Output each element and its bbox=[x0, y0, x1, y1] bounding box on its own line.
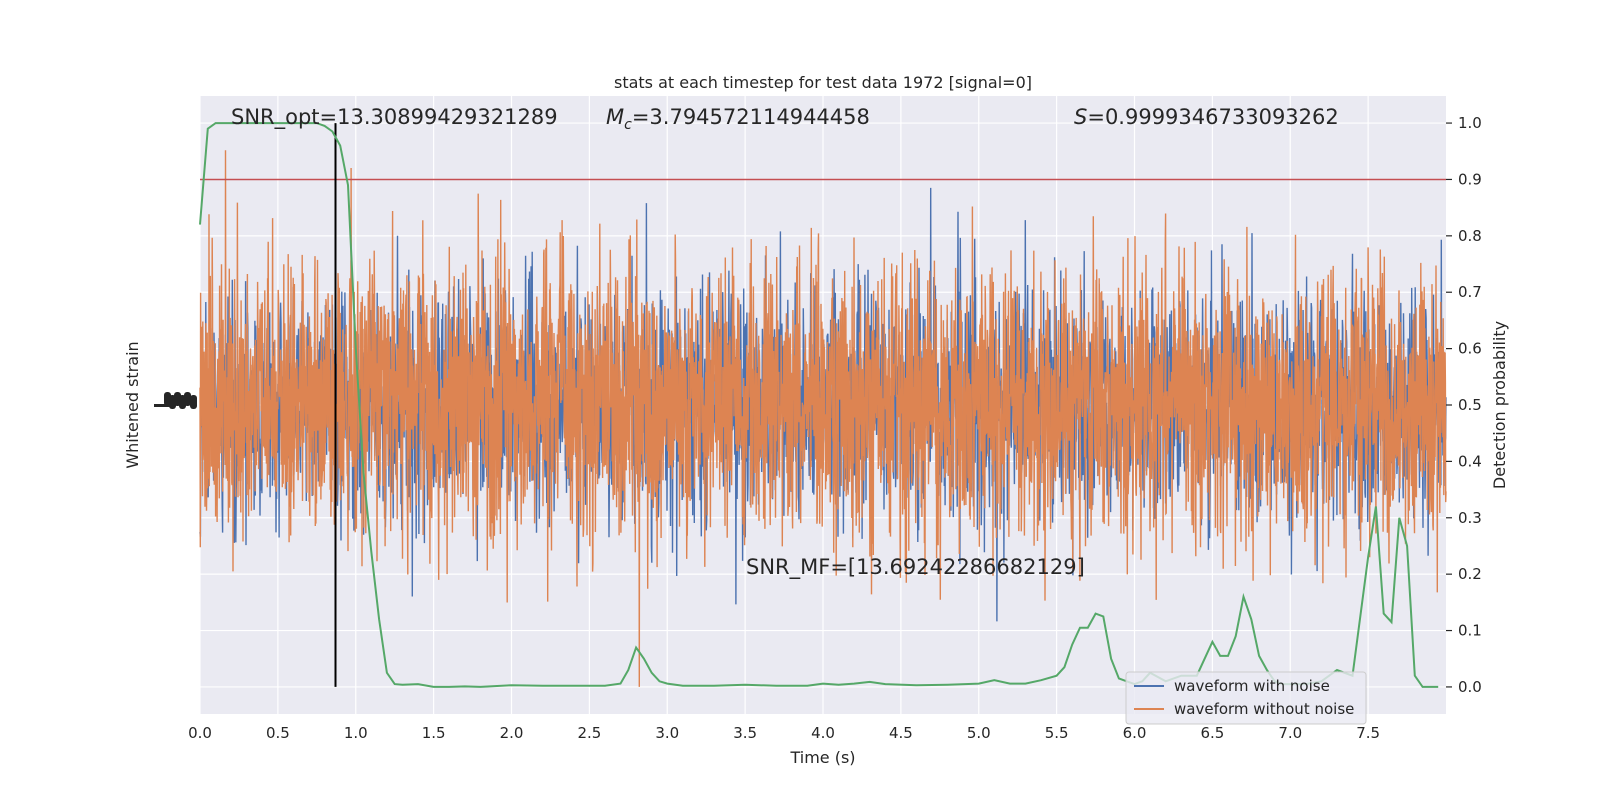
right-tick-label: 0.8 bbox=[1458, 227, 1482, 245]
x-tick-label: 1.0 bbox=[344, 724, 368, 742]
s-annotation: S=0.9999346733093262 bbox=[1074, 105, 1339, 129]
x-tick-label: 6.5 bbox=[1200, 724, 1224, 742]
right-axis-ticks: 0.0 0.1 0.2 0.3 0.4 0.5 0.6 0.7 0.8 0.9 1.0 bbox=[1446, 114, 1482, 696]
legend: waveform with noise waveform without noi… bbox=[1125, 671, 1367, 725]
x-tick-label: 7.0 bbox=[1278, 724, 1302, 742]
right-tick-label: 0.2 bbox=[1458, 565, 1482, 583]
right-tick-label: 0.5 bbox=[1458, 396, 1482, 414]
right-tick-label: 0.3 bbox=[1458, 509, 1482, 527]
s-value: =0.9999346733093262 bbox=[1087, 105, 1338, 129]
left-tick-label-crowded bbox=[190, 395, 197, 409]
right-tick-label: 0.6 bbox=[1458, 340, 1482, 358]
mc-value: =3.794572114944458 bbox=[632, 105, 870, 129]
snr-mf-annotation: SNR_MF=[13.69242286682129] bbox=[746, 555, 1085, 580]
x-tick-label: 5.0 bbox=[967, 724, 991, 742]
x-tick-label: 0.5 bbox=[266, 724, 290, 742]
x-tick-label: 3.5 bbox=[733, 724, 757, 742]
right-tick-label: 0.0 bbox=[1458, 678, 1482, 696]
x-tick-label: 6.0 bbox=[1123, 724, 1147, 742]
mc-symbol: M bbox=[606, 105, 624, 129]
right-tick-label: 0.4 bbox=[1458, 452, 1482, 470]
left-tick-minus bbox=[154, 404, 174, 407]
right-tick-label: 0.7 bbox=[1458, 283, 1482, 301]
x-tick-label: 2.5 bbox=[577, 724, 601, 742]
x-tick-label: 4.0 bbox=[811, 724, 835, 742]
s-symbol: S bbox=[1074, 105, 1087, 129]
x-tick-label: 1.5 bbox=[422, 724, 446, 742]
legend-box bbox=[1125, 671, 1367, 725]
x-tick-label: 7.5 bbox=[1356, 724, 1380, 742]
x-tick-label: 2.0 bbox=[500, 724, 524, 742]
strain-trace-without-noise bbox=[199, 150, 1447, 687]
x-tick-label: 5.5 bbox=[1045, 724, 1069, 742]
legend-label-noise: waveform with noise bbox=[1174, 677, 1330, 695]
right-tick-label: 0.9 bbox=[1458, 170, 1482, 188]
right-tick-label: 0.1 bbox=[1458, 622, 1482, 640]
right-axis-label: Detection probability bbox=[1490, 321, 1509, 489]
left-axis-label: Whitened strain bbox=[123, 341, 142, 468]
chart-title: stats at each timestep for test data 197… bbox=[614, 73, 1032, 92]
x-tick-label: 4.5 bbox=[889, 724, 913, 742]
legend-label-clean: waveform without noise bbox=[1174, 700, 1354, 718]
strain-traces bbox=[199, 150, 1447, 687]
x-axis-ticks: 0.0 0.5 1.0 1.5 2.0 2.5 3.0 3.5 4.0 4.5 5.0 5.5 6.0 6… bbox=[188, 724, 1380, 742]
mc-subscript: c bbox=[624, 117, 632, 133]
x-axis-label: Time (s) bbox=[789, 748, 855, 767]
x-tick-label: 0.0 bbox=[188, 724, 212, 742]
x-tick-label: 3.0 bbox=[655, 724, 679, 742]
left-axis-ticks bbox=[154, 392, 197, 409]
left-tick-label-crowded bbox=[184, 392, 191, 406]
snr-opt-annotation: SNR_opt=13.30899429321289 bbox=[231, 105, 558, 130]
chirp-mass-annotation: Mc=3.794572114944458 bbox=[606, 105, 870, 133]
right-tick-label: 1.0 bbox=[1458, 114, 1482, 132]
